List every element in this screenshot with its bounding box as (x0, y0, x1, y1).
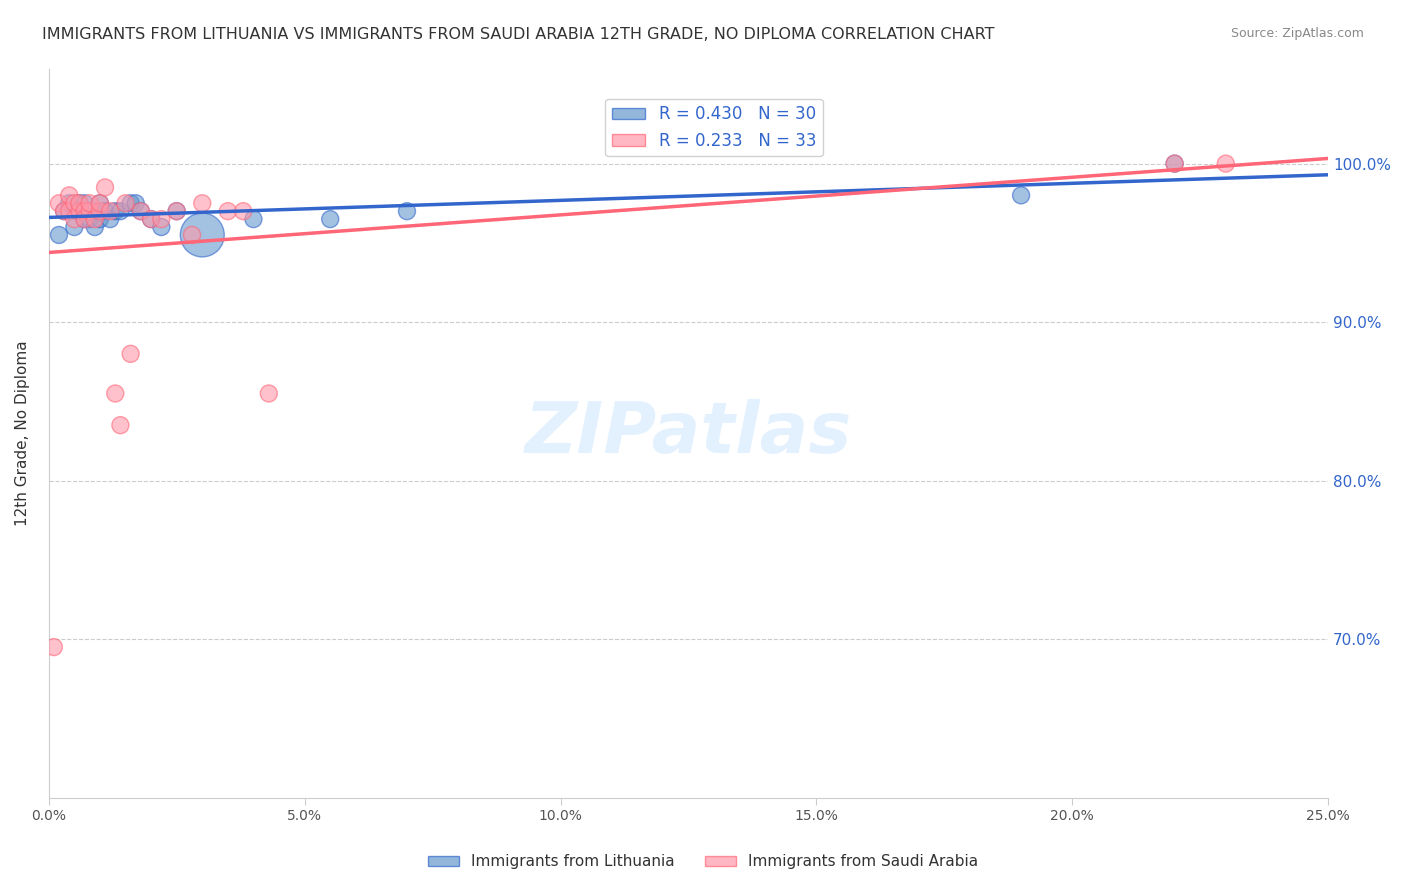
Point (191, 227, 214, 242)
Point (319, 212, 342, 227)
Point (150, 220, 173, 235)
Legend: R = 0.430   N = 30, R = 0.233   N = 33: R = 0.430 N = 30, R = 0.233 N = 33 (605, 99, 823, 156)
Point (69, 204, 91, 219)
Point (79, 204, 101, 219)
Point (232, 204, 254, 219)
Point (69, 204, 91, 219)
Point (120, 347, 142, 361)
Point (83, 212, 105, 227)
Text: ZIPatlas: ZIPatlas (524, 399, 852, 467)
Point (150, 212, 173, 227)
Point (139, 212, 162, 227)
Point (98, 204, 121, 219)
Point (63, 220, 86, 235)
Point (242, 212, 264, 227)
Point (63, 196, 86, 211)
Point (257, 386, 280, 401)
Point (166, 204, 188, 219)
Point (395, 204, 418, 219)
Point (94, 204, 117, 219)
Point (139, 212, 162, 227)
Legend: Immigrants from Lithuania, Immigrants from Saudi Arabia: Immigrants from Lithuania, Immigrants fr… (422, 848, 984, 875)
Point (110, 204, 132, 219)
Point (129, 204, 152, 219)
Point (48, 196, 70, 211)
Point (94, 180, 117, 194)
Point (89, 196, 111, 211)
Point (83, 204, 105, 219)
Point (73, 196, 96, 211)
Point (98, 212, 121, 227)
Point (63, 212, 86, 227)
Point (79, 196, 101, 211)
Point (114, 196, 136, 211)
Point (217, 204, 239, 219)
Point (191, 196, 214, 211)
Y-axis label: 12th Grade, No Diploma: 12th Grade, No Diploma (15, 340, 30, 526)
Text: IMMIGRANTS FROM LITHUANIA VS IMMIGRANTS FROM SAUDI ARABIA 12TH GRADE, NO DIPLOMA: IMMIGRANTS FROM LITHUANIA VS IMMIGRANTS … (42, 27, 994, 42)
Point (79, 204, 101, 219)
Point (89, 212, 111, 227)
Point (125, 196, 148, 211)
Point (181, 227, 204, 242)
Point (58, 204, 80, 219)
Point (83, 220, 105, 235)
Point (58, 196, 80, 211)
Point (73, 204, 96, 219)
Point (42, 640, 65, 654)
Point (89, 204, 111, 219)
Point (89, 196, 111, 211)
Point (104, 386, 127, 401)
Point (69, 196, 91, 211)
Point (1215, 156, 1237, 170)
Point (1163, 156, 1185, 170)
Point (1163, 156, 1185, 170)
Point (110, 418, 132, 433)
Point (58, 188, 80, 202)
Point (120, 196, 142, 211)
Point (53, 204, 76, 219)
Point (166, 204, 188, 219)
Point (104, 204, 127, 219)
Point (48, 227, 70, 242)
Point (79, 212, 101, 227)
Text: Source: ZipAtlas.com: Source: ZipAtlas.com (1230, 27, 1364, 40)
Point (53, 204, 76, 219)
Point (129, 204, 152, 219)
Point (1010, 188, 1032, 202)
Point (73, 212, 96, 227)
Point (73, 212, 96, 227)
Point (69, 196, 91, 211)
